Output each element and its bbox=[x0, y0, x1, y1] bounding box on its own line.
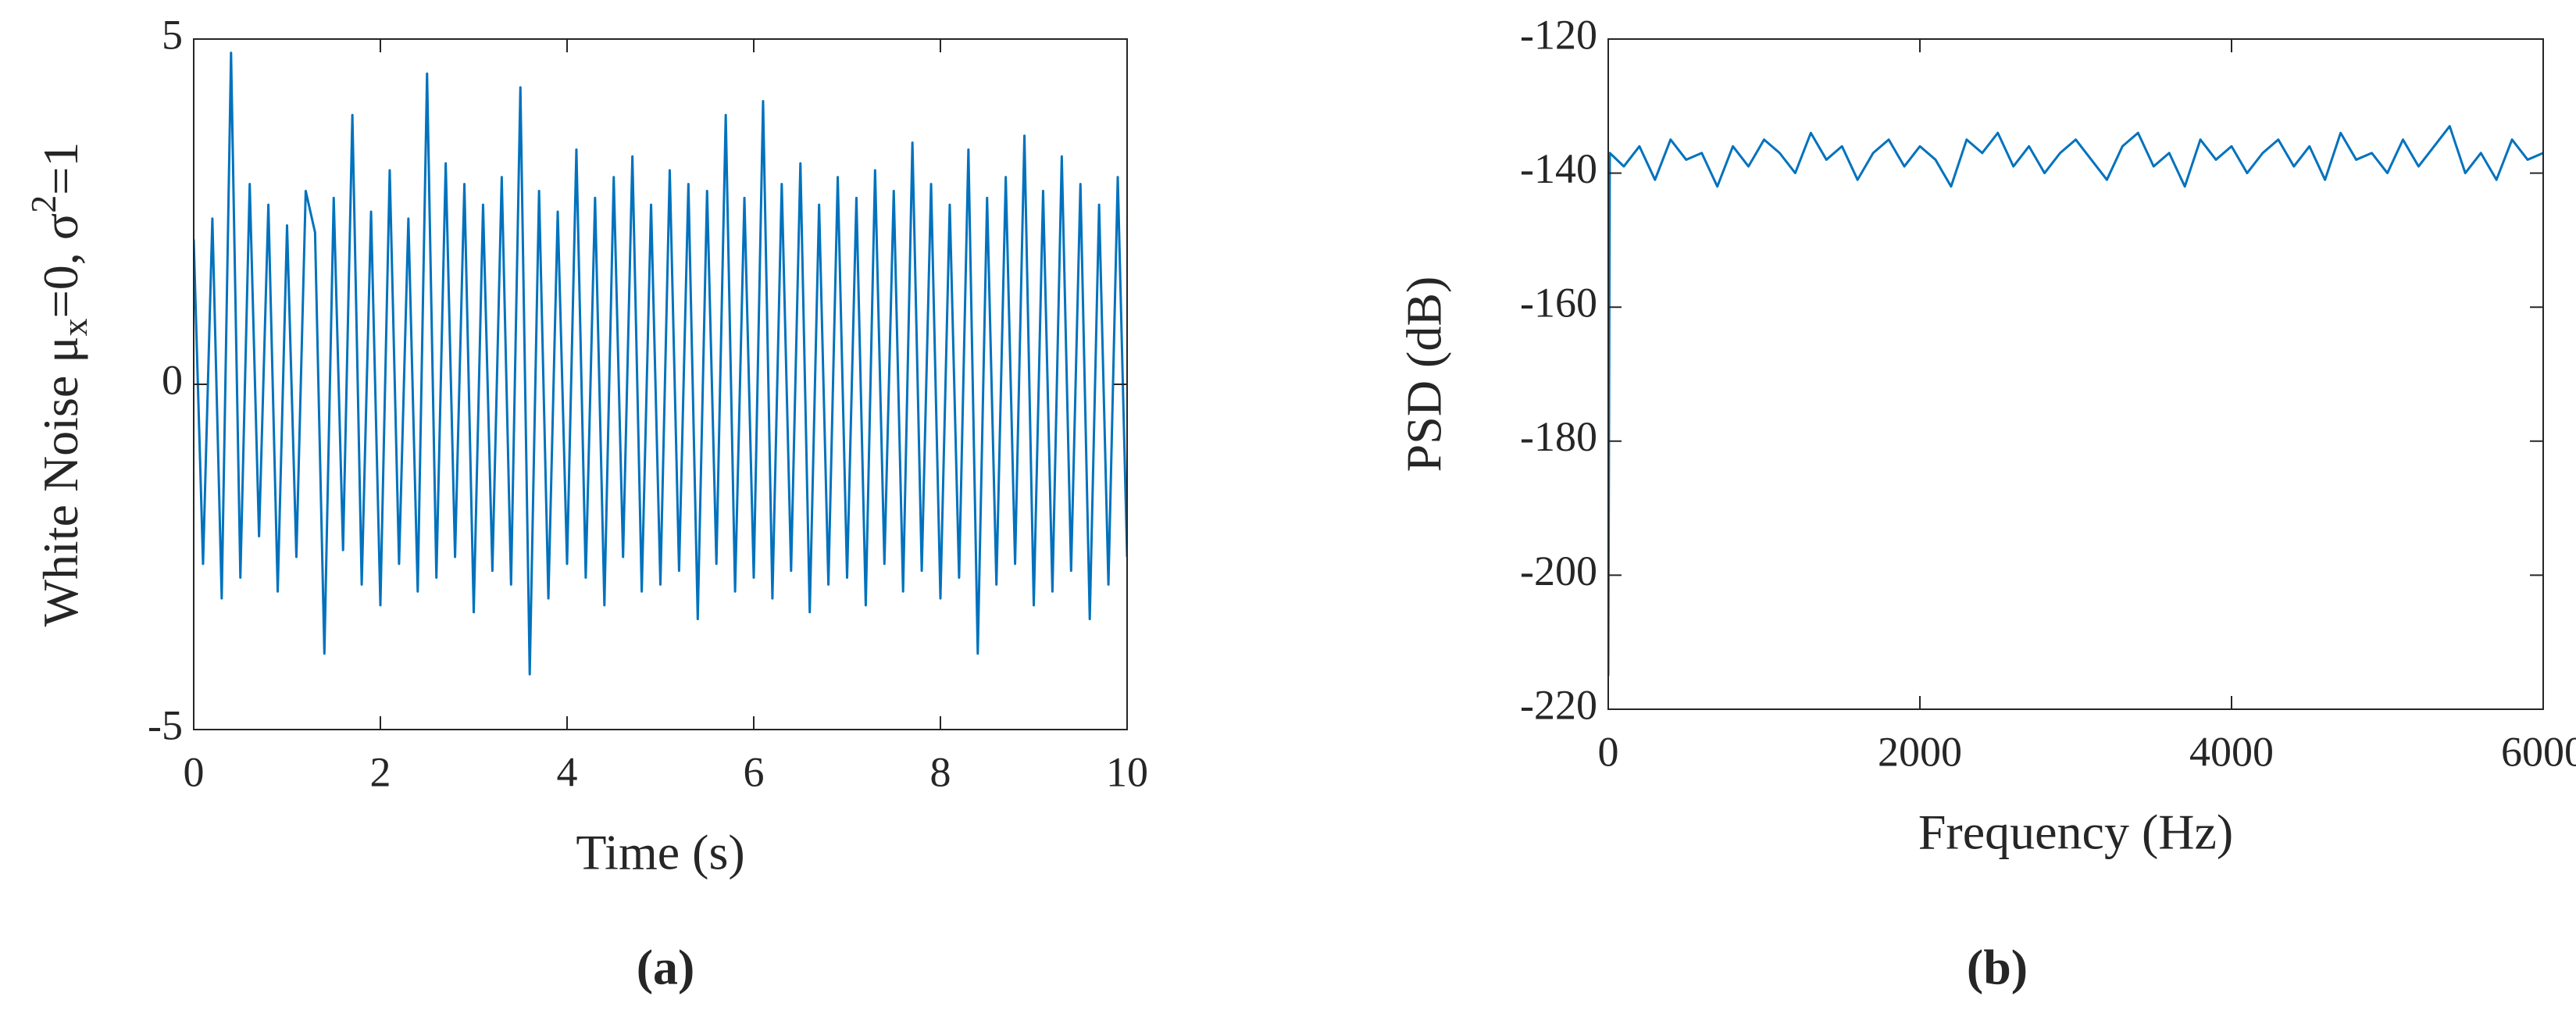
y-tick-label: -220 bbox=[1520, 681, 1597, 728]
x-axis-label: Frequency (Hz) bbox=[1918, 805, 2233, 860]
x-tick-label: 6000 bbox=[2501, 728, 2576, 775]
y-axis-label-part: White Noise μ bbox=[33, 336, 88, 626]
data-line bbox=[1608, 125, 2543, 676]
y-tick-label: -120 bbox=[1520, 11, 1597, 58]
y-axis-label-part: =0, σ bbox=[33, 213, 88, 319]
x-tick-label: 2000 bbox=[1878, 728, 1962, 775]
axes-box bbox=[1607, 38, 2544, 710]
data-line bbox=[194, 52, 1127, 676]
subplot: 0 2000 4000 6000 -220 -200 -180 -160 -140 -120 Fre… bbox=[1397, 11, 2576, 994]
y-tick-label: -140 bbox=[1520, 145, 1597, 192]
x-tick-label: 10 bbox=[1106, 748, 1148, 795]
x-tick-label: 6 bbox=[744, 748, 765, 795]
plot-area bbox=[194, 52, 1127, 676]
y-tick-label: -200 bbox=[1520, 548, 1597, 594]
y-axis-label-part: x bbox=[55, 318, 95, 336]
axes-box bbox=[193, 38, 1128, 730]
y-tick-label: -180 bbox=[1520, 413, 1597, 460]
x-tick-label: 2 bbox=[370, 748, 391, 795]
x-tick-label: 0 bbox=[184, 748, 205, 795]
x-tick-label: 4000 bbox=[2189, 728, 2274, 775]
caption: (a) bbox=[637, 940, 695, 995]
x-tick-label: 8 bbox=[930, 748, 951, 795]
y-axis-label-part: 2 bbox=[23, 195, 63, 213]
y-tick-label: -5 bbox=[148, 701, 183, 748]
y-tick-label: -160 bbox=[1520, 280, 1597, 327]
plot-area bbox=[1608, 125, 2543, 676]
x-axis-label: Time (s) bbox=[576, 825, 744, 880]
x-tick-label: 4 bbox=[557, 748, 578, 795]
y-tick-label: 0 bbox=[162, 356, 183, 403]
y-axis-label: PSD (dB) bbox=[1397, 277, 1452, 473]
y-tick-label: 5 bbox=[162, 11, 183, 58]
y-axis-label: White Noise μx=0, σ2=1 bbox=[23, 142, 95, 627]
x-tick-label: 0 bbox=[1598, 728, 1619, 775]
y-axis-label-part: =1 bbox=[33, 142, 88, 195]
caption: (b) bbox=[1967, 940, 2028, 995]
